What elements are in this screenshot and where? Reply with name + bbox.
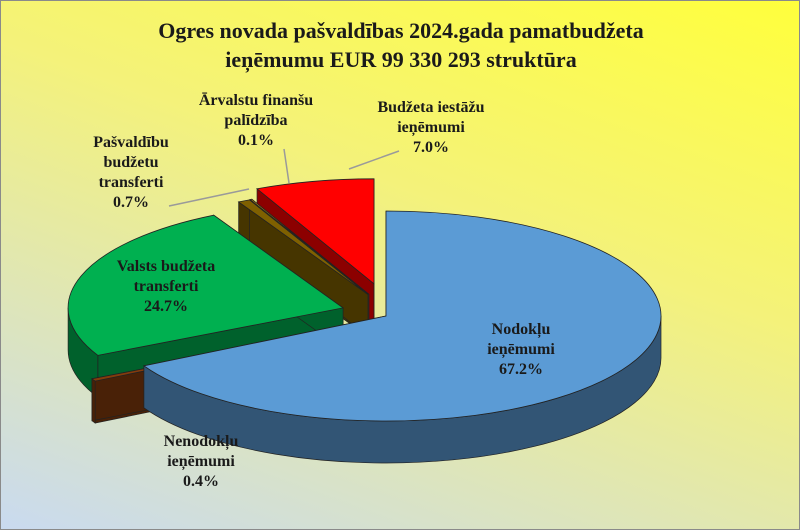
data-label-line: 0.7% (113, 194, 149, 211)
data-label-line: Ārvalstu finanšu (199, 91, 313, 109)
data-label-5: Budžeta iestāžu ieņēmumi 7.0% (377, 99, 484, 156)
data-label-line: budžetu (103, 154, 158, 171)
data-label-0: Nodokļu ieņēmumi 67.2% (487, 321, 555, 378)
data-label-line: Nodokļu (492, 321, 551, 339)
data-label-line: 0.1% (238, 132, 274, 149)
leader-line-5 (348, 150, 400, 170)
data-label-line: 67.2% (499, 361, 543, 378)
data-label-line: transferti (99, 174, 164, 191)
data-label-line: 7.0% (413, 139, 449, 156)
data-label-line: Pašvaldību (93, 134, 169, 151)
data-label-line: ieņēmumi (167, 453, 235, 471)
pie-slice-0 (142, 210, 662, 464)
data-label-3: Pašvaldību budžetu transferti 0.7% (93, 134, 169, 211)
data-label-line: Valsts budžeta (117, 258, 216, 275)
data-label-4: Ārvalstu finanšu palīdzība 0.1% (199, 91, 313, 149)
data-label-line: 0.4% (183, 473, 219, 490)
data-label-line: Budžeta iestāžu (377, 99, 484, 116)
data-label-1: Nenodokļu ieņēmumi 0.4% (164, 433, 239, 490)
data-label-line: ieņēmumi (487, 341, 555, 359)
data-label-2: Valsts budžeta transferti 24.7% (117, 258, 216, 315)
data-label-line: palīdzība (224, 112, 287, 129)
leader-line-3 (168, 188, 250, 207)
chart-title-line-2: ieņēmumu EUR 99 330 293 struktūra (225, 47, 576, 73)
leader-line-4 (283, 148, 290, 184)
data-label-line: transferti (134, 278, 199, 295)
chart-title-line-1: Ogres novada pašvaldības 2024.gada pamat… (158, 18, 644, 43)
data-label-line: Nenodokļu (164, 433, 239, 451)
data-label-line: ieņēmumi (397, 119, 465, 137)
data-label-line: 24.7% (144, 298, 188, 315)
